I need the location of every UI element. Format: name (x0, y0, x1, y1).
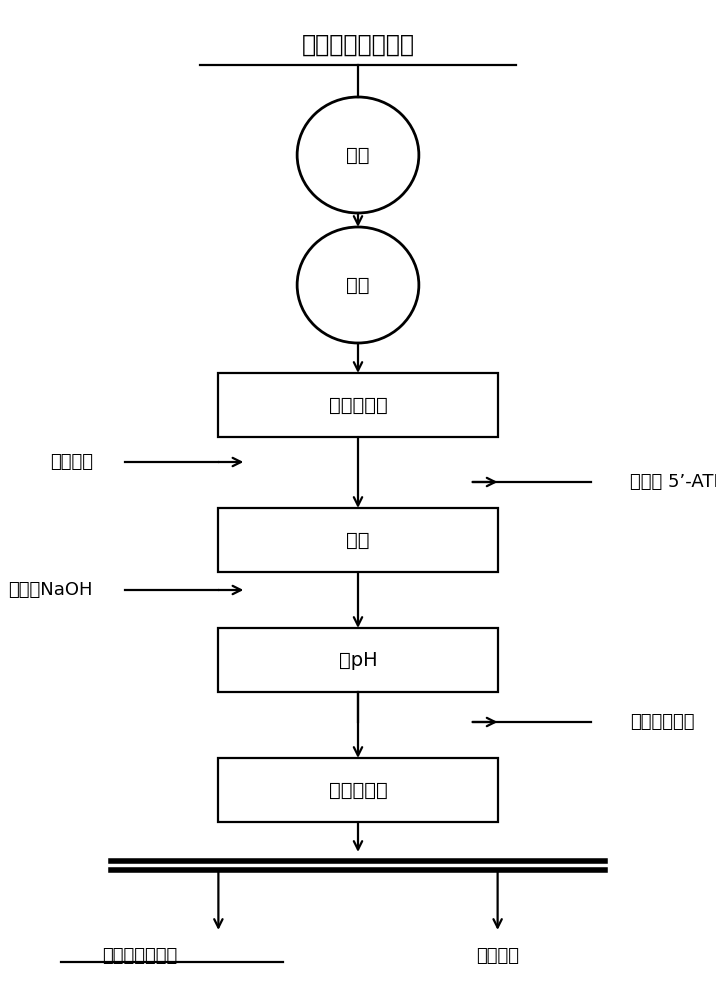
Text: 捕收剂油酸钓: 捕收剂油酸钓 (630, 713, 695, 731)
Text: 破碎: 破碎 (347, 145, 369, 164)
Text: 正浮选脱馒: 正浮选脱馒 (329, 780, 387, 800)
Text: 调整剂NaOH: 调整剂NaOH (9, 581, 93, 599)
Text: 调浆: 调浆 (347, 530, 369, 550)
Text: 磨矿: 磨矿 (347, 275, 369, 294)
Bar (218, 373, 498, 437)
Text: 高馒低品位菱镁矿: 高馒低品位菱镁矿 (301, 33, 415, 57)
Text: 调pH: 调pH (339, 650, 377, 670)
Text: 去离子水: 去离子水 (50, 453, 93, 471)
Text: 抑制剂 5’-ATP-2Na: 抑制剂 5’-ATP-2Na (630, 473, 716, 491)
Bar (218, 758, 498, 822)
Text: 浮选尾矿: 浮选尾矿 (476, 947, 519, 965)
Text: 低馒菱镁矿精矿: 低馒菱镁矿精矿 (102, 947, 178, 965)
Text: 菱镁矿矿粉: 菱镁矿矿粉 (329, 395, 387, 414)
Bar (218, 508, 498, 572)
Bar (218, 628, 498, 692)
